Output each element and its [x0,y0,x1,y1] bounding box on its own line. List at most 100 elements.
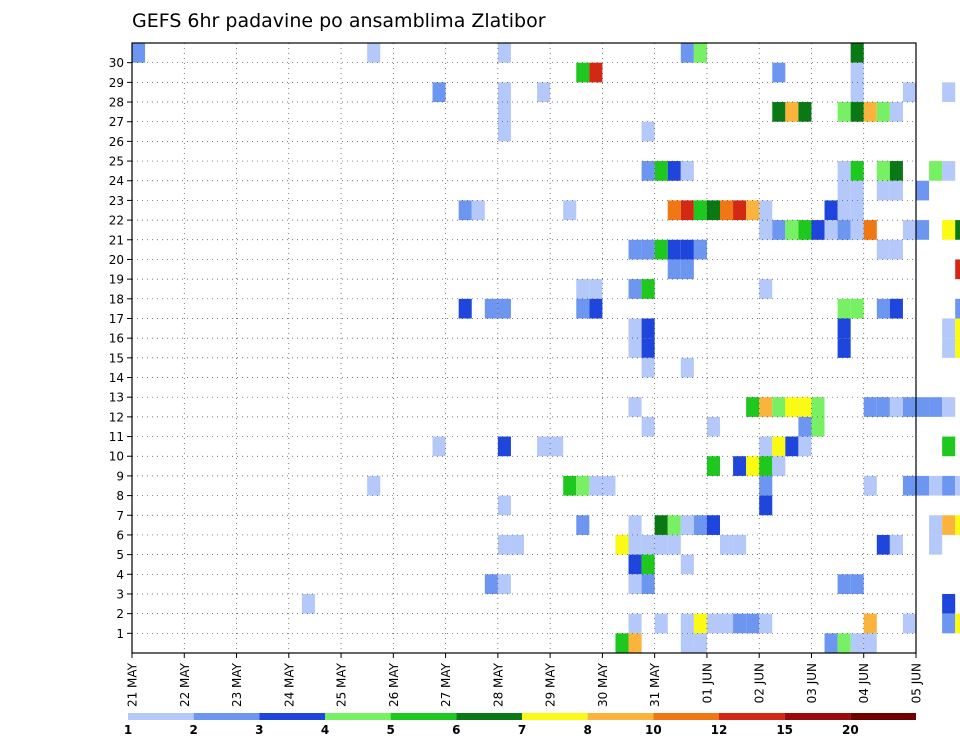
heat-cell [837,574,851,594]
heat-cell [876,239,890,260]
heat-cell [759,495,773,516]
heat-cell [759,475,773,496]
heat-cell [837,633,851,653]
heat-cell [628,613,642,634]
legend-label: 20 [842,723,859,737]
heat-cell [850,574,864,594]
heat-cell [902,613,916,634]
heat-cell [628,515,642,535]
heat-cell [537,436,551,457]
heat-cell [667,259,681,280]
heat-cell [785,220,799,240]
y-tick-label: 11 [109,430,124,444]
heat-cell [942,338,956,358]
heat-cell [955,220,960,240]
heat-cell [680,259,694,280]
legend-swatch [522,713,588,720]
heat-cell [641,121,655,142]
heat-cell [720,613,734,634]
y-tick-label: 14 [109,371,124,385]
heat-cell [811,220,825,240]
heat-cell [955,259,960,280]
heat-cell [746,200,760,221]
y-tick-label: 21 [109,233,124,247]
heat-cell [654,534,668,555]
heat-cell [850,298,864,319]
heat-cell [850,220,864,240]
heat-cell [680,200,694,221]
heat-cell [641,318,655,339]
x-tick-label: 05 JUN [910,663,924,703]
heat-cell [942,475,956,496]
heat-cell [576,475,590,496]
heat-cell [876,161,890,181]
x-tick-label: 27 MAY [439,662,453,707]
heat-cell [680,357,694,378]
heat-cell [641,416,655,437]
heat-cell [942,220,956,240]
heat-cell [693,515,707,535]
heat-cell [759,397,773,417]
heat-cell [876,180,890,201]
heat-cell [837,180,851,201]
heat-cell [733,200,747,221]
heat-cell [772,436,786,457]
y-tick-label: 9 [116,469,124,483]
x-tick-label: 26 MAY [387,662,401,707]
heat-cell [667,534,681,555]
heat-cell [759,279,773,299]
legend-swatch [850,713,916,720]
y-tick-label: 8 [116,489,124,503]
heat-cell [602,475,616,496]
heat-cell [759,200,773,221]
y-tick-label: 17 [109,312,124,326]
x-tick-label: 22 MAY [178,662,192,707]
heat-cell [628,338,642,358]
heat-cell [942,613,956,634]
heat-cell [876,397,890,417]
color-legend: 1 2 3 4 5 6 7 8 10 12 15 20 [124,713,916,737]
heat-cell [589,62,603,83]
heat-cell [654,515,668,535]
heat-cell [929,475,943,496]
heat-cell [942,436,956,457]
y-tick-label: 1 [116,627,124,641]
heat-cell [654,239,668,260]
heat-cell [484,298,498,319]
heat-cell [628,534,642,555]
heat-cell [628,574,642,594]
heat-cell [693,613,707,634]
heat-cell [706,200,720,221]
heat-cell [693,633,707,653]
heat-cell [497,574,511,594]
heat-cell [563,475,577,496]
heat-cell [955,515,960,535]
heat-cell [746,613,760,634]
heat-cell [902,475,916,496]
heat-cell [929,515,943,535]
heat-cell [759,456,773,476]
x-tick-label: 04 JUN [857,663,871,703]
heat-cell [576,515,590,535]
heat-cell [497,102,511,122]
heat-cell [576,62,590,83]
y-tick-label: 6 [116,528,124,542]
x-tick-label: 29 MAY [544,662,558,707]
y-tick-label: 30 [109,56,124,70]
heat-cell [759,220,773,240]
heat-cell [929,397,943,417]
heat-cell [811,397,825,417]
y-tick-label: 27 [109,115,124,129]
heat-cell [641,574,655,594]
heat-cell [942,515,956,535]
heat-cell [811,416,825,437]
legend-swatch [719,713,785,720]
y-tick-label: 2 [116,607,124,621]
y-tick-label: 25 [109,155,124,169]
legend-label: 4 [321,723,329,737]
x-tick-label: 28 MAY [491,662,505,707]
heat-cell [798,102,812,122]
y-tick-label: 28 [109,96,124,110]
